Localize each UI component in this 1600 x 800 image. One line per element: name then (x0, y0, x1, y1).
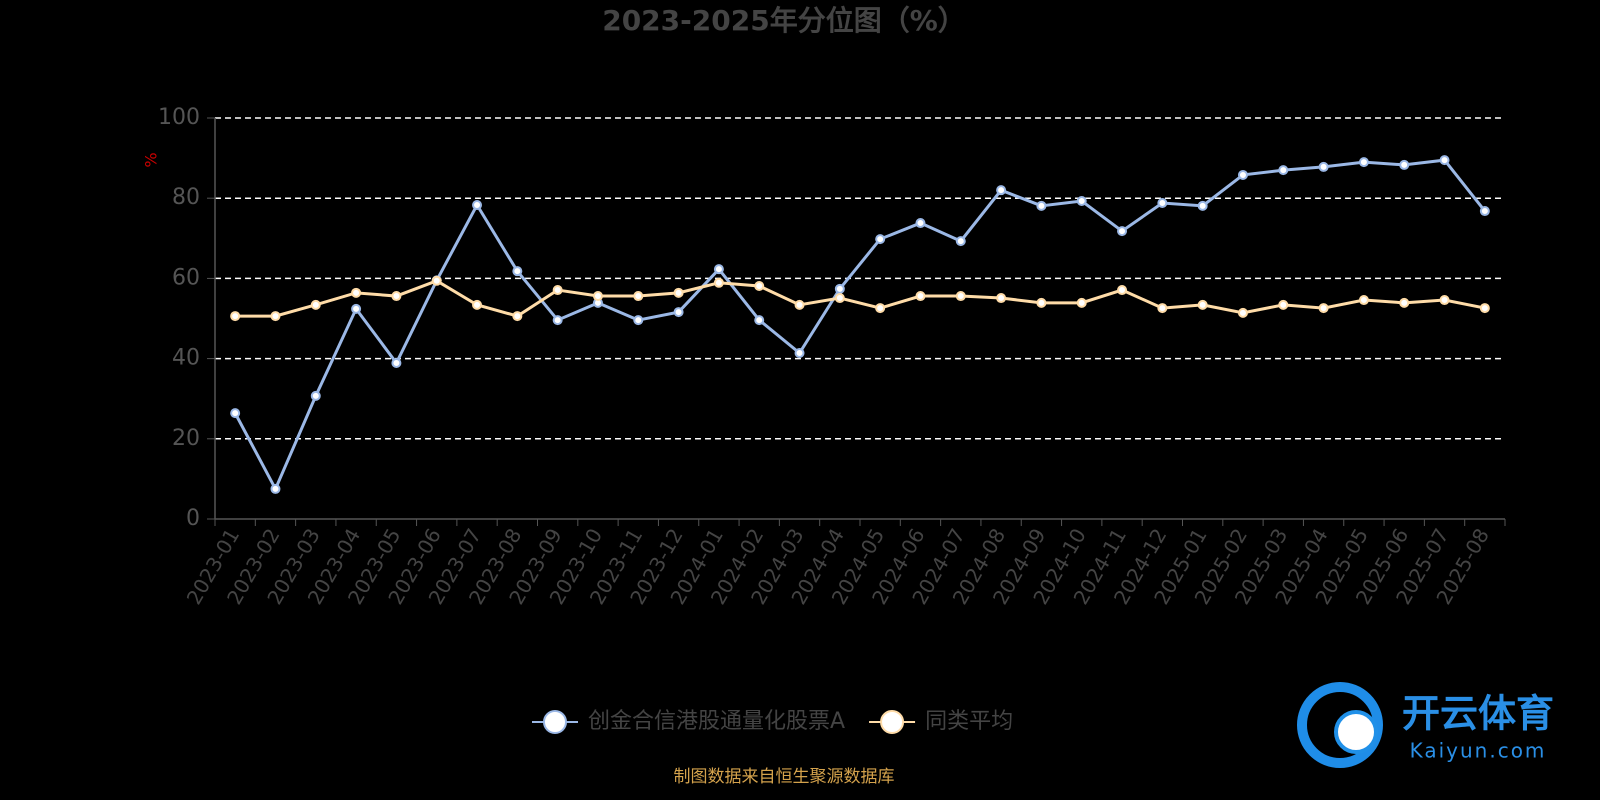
data-point (1036, 297, 1047, 308)
data-point (1197, 299, 1208, 310)
data-point (391, 291, 402, 302)
data-point (673, 307, 684, 318)
data-point (875, 234, 886, 245)
data-point (310, 390, 321, 401)
legend-item: 创金合信港股通量化股票A (532, 709, 845, 734)
source-note: 制图数据来自恒生聚源数据库 (674, 767, 895, 787)
legend-item: 同类平均 (869, 709, 1013, 734)
data-point (1399, 297, 1410, 308)
legend-label: 同类平均 (925, 709, 1013, 734)
data-point (875, 303, 886, 314)
data-point (592, 291, 603, 302)
data-point (230, 311, 241, 322)
data-point (512, 311, 523, 322)
data-point (1157, 198, 1168, 209)
data-point (1318, 303, 1329, 314)
y-tick-label: 40 (172, 346, 200, 371)
data-point (633, 291, 644, 302)
data-point (1278, 165, 1289, 176)
y-tick-label: 60 (172, 265, 200, 290)
data-point (794, 347, 805, 358)
y-tick-label: 20 (172, 426, 200, 451)
data-point (270, 483, 281, 494)
data-point (955, 236, 966, 247)
data-point (1076, 297, 1087, 308)
data-point (431, 275, 442, 286)
data-point (552, 285, 563, 296)
data-point (351, 287, 362, 298)
data-point (1358, 157, 1369, 168)
data-point (713, 277, 724, 288)
data-point (1479, 206, 1490, 217)
data-point (1076, 196, 1087, 207)
data-point (1036, 200, 1047, 211)
data-point (633, 315, 644, 326)
data-point (673, 287, 684, 298)
series-line (235, 279, 1486, 318)
data-point (754, 281, 765, 292)
data-point (955, 291, 966, 302)
y-tick-label: 80 (172, 185, 200, 210)
legend-marker (880, 710, 905, 734)
legend-label: 创金合信港股通量化股票A (588, 709, 845, 734)
data-point (351, 303, 362, 314)
data-point (1439, 295, 1450, 306)
data-point (552, 315, 563, 326)
data-point (996, 293, 1007, 304)
data-point (472, 200, 483, 211)
watermark: 开云体育 Kaiyun.com (1297, 682, 1554, 768)
data-point (1117, 285, 1128, 296)
data-point (754, 315, 765, 326)
data-point (1237, 307, 1248, 318)
logo-ring (1297, 682, 1383, 768)
data-point (1439, 155, 1450, 166)
data-point (1358, 295, 1369, 306)
data-point (915, 218, 926, 229)
y-tick-label: 100 (158, 105, 200, 130)
chart-title: 2023-2025年分位图（%） (602, 4, 966, 37)
data-point (1278, 299, 1289, 310)
data-point (996, 185, 1007, 196)
data-point (1157, 303, 1168, 314)
data-point (1237, 169, 1248, 180)
data-point (230, 408, 241, 419)
data-point (391, 358, 402, 369)
legend-marker (543, 710, 567, 734)
data-point (512, 266, 523, 277)
y-tick-label: 0 (186, 506, 200, 531)
data-point (1399, 159, 1410, 170)
data-point (1117, 226, 1128, 237)
data-point (1197, 200, 1208, 211)
data-point (310, 299, 321, 310)
series-line (233, 158, 1487, 493)
data-point (834, 283, 845, 294)
logo-ball (1334, 710, 1378, 754)
data-point (270, 311, 281, 322)
data-point (713, 264, 724, 275)
y-axis-label: % (142, 152, 161, 167)
brand-site: Kaiyun.com (1410, 739, 1547, 763)
data-point (1318, 161, 1329, 172)
data-point (915, 291, 926, 302)
brand-name: 开云体育 (1402, 692, 1554, 736)
data-point (472, 299, 483, 310)
data-point (1479, 303, 1490, 314)
data-point (794, 299, 805, 310)
data-point (834, 293, 845, 304)
